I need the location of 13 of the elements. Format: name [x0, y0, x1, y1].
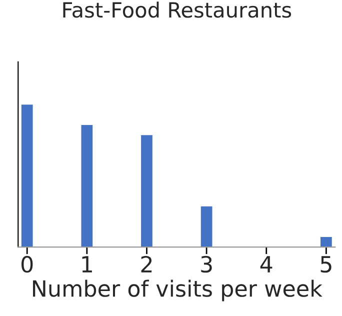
bar — [21, 104, 33, 248]
bar — [81, 125, 93, 248]
bar — [200, 206, 212, 248]
x-tick-label: 0 — [21, 256, 33, 273]
x-axis-title: Number of visits per week — [33, 280, 322, 302]
x-tick-label: 3 — [201, 256, 212, 273]
bar — [141, 135, 152, 248]
x-tick-label: 4 — [260, 256, 272, 272]
x-tick-label: 2 — [141, 256, 152, 272]
x-tick-label: 5 — [320, 256, 332, 273]
bar — [320, 237, 332, 248]
chart-title: Fast-Food Restaurants — [63, 2, 292, 18]
x-tick-label: 1 — [82, 256, 92, 272]
